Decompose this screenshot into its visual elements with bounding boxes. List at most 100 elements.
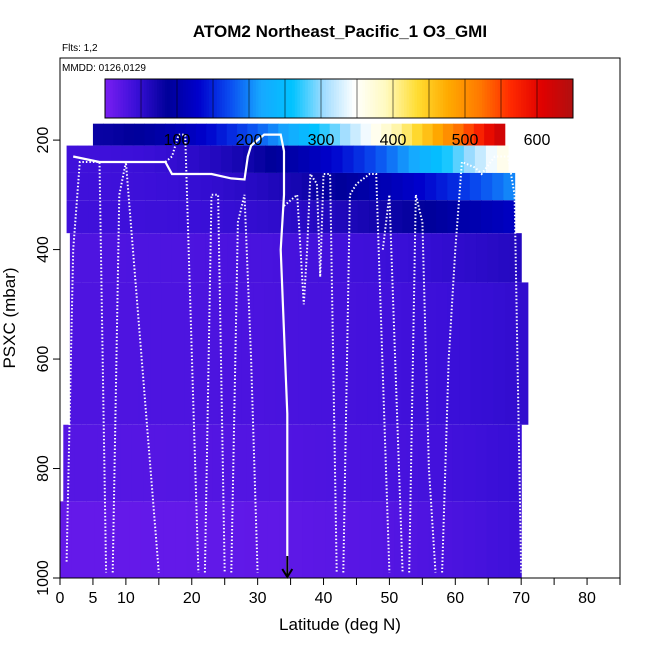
heatmap-cell <box>375 145 388 173</box>
colorbar-segment <box>404 79 408 118</box>
colorbar-segment <box>554 79 558 118</box>
heatmap-cell <box>254 145 266 173</box>
heatmap-cell <box>359 501 372 578</box>
colorbar-segment <box>185 79 189 118</box>
heatmap-cell <box>154 424 167 502</box>
colorbar-segment <box>255 79 259 118</box>
heatmap-cell <box>66 200 79 234</box>
colorbar-segment <box>339 79 343 118</box>
colorbar-segment <box>151 79 155 118</box>
colorbar-segment <box>372 79 376 118</box>
heatmap-cell <box>329 123 341 146</box>
heatmap-cell <box>509 424 522 502</box>
colorbar-segment <box>375 79 379 118</box>
colorbar-segment <box>370 79 374 118</box>
colorbar-segment <box>422 79 426 118</box>
x-tick-label: 0 <box>56 590 65 607</box>
colorbar-segment <box>409 79 413 118</box>
heatmap-cell <box>243 145 255 173</box>
colorbar-segment <box>466 79 470 118</box>
heatmap-cell <box>120 424 133 502</box>
heatmap-cell <box>250 233 263 283</box>
colorbar-segment <box>521 79 525 118</box>
heatmap-cell <box>113 123 125 146</box>
heatmap-cell <box>253 282 266 425</box>
heatmap-cell <box>177 424 190 502</box>
heatmap-cell <box>429 424 442 502</box>
colorbar-segment <box>456 79 460 118</box>
x-tick-label: 5 <box>88 590 97 607</box>
heatmap-cell <box>176 145 189 173</box>
heatmap-cell <box>442 123 454 146</box>
heatmap-cell <box>436 200 448 234</box>
colorbar-segment <box>164 79 168 118</box>
colorbar-segment <box>508 79 512 118</box>
heatmap-cell <box>380 200 392 234</box>
x-tick-label: 30 <box>249 590 267 607</box>
heatmap-cell <box>418 424 431 502</box>
heatmap-cell <box>374 233 387 283</box>
colorbar-segment <box>292 79 296 118</box>
colorbar-segment <box>541 79 545 118</box>
colorbar-segment <box>383 79 387 118</box>
heatmap-cell <box>469 172 482 201</box>
heatmap-cell <box>275 282 288 425</box>
heatmap-cell <box>391 123 403 146</box>
colorbar-segment <box>560 79 564 118</box>
colorbar-segment <box>326 79 330 118</box>
x-tick-label: 10 <box>117 590 135 607</box>
heatmap-cell <box>498 501 511 578</box>
heatmap-cell <box>83 501 96 578</box>
heatmap-cell <box>264 282 277 425</box>
colorbar-segment <box>565 79 569 118</box>
colorbar-frame <box>104 78 574 119</box>
heatmap-cell <box>401 282 414 425</box>
heatmap-cell <box>234 172 247 201</box>
heatmap-cell <box>288 123 300 146</box>
heatmap-cell <box>395 424 408 502</box>
colorbar-segment <box>180 79 184 118</box>
colorbar-segment <box>235 79 239 118</box>
heatmap-cell <box>408 233 421 283</box>
heatmap-cell <box>195 123 207 146</box>
heatmap-cell <box>321 282 334 425</box>
heatmap-cell <box>397 145 410 173</box>
colorbar-tick-label: 400 <box>380 132 407 149</box>
heatmap-cell <box>99 145 112 173</box>
heatmap-cell <box>382 501 395 578</box>
heatmap-cell <box>325 501 338 578</box>
colorbar-segment <box>349 79 353 118</box>
heatmap-cell <box>256 200 269 234</box>
heatmap-cell <box>312 172 325 201</box>
colorbar-segment <box>107 79 111 118</box>
colorbar-segment <box>513 79 517 118</box>
colorbar-segment <box>505 79 509 118</box>
heatmap-cell <box>88 145 101 173</box>
heatmap-cell <box>256 172 269 201</box>
heatmap-cell <box>363 233 376 283</box>
colorbar-segment <box>567 79 571 118</box>
heatmap-cell <box>302 501 315 578</box>
heatmap-cell <box>351 233 364 283</box>
x-tick-label: 40 <box>315 590 333 607</box>
colorbar-segment <box>346 79 350 118</box>
colorbar-segment <box>146 79 150 118</box>
colorbar-segment <box>344 79 348 118</box>
heatmap-cell <box>346 172 359 201</box>
heatmap-cell <box>269 424 282 502</box>
heatmap-cell <box>417 501 430 578</box>
colorbar-segment <box>315 79 319 118</box>
heatmap-cell <box>484 123 496 146</box>
colorbar-segment <box>258 79 262 118</box>
heatmap-cell <box>318 233 330 283</box>
colorbar-tick-label: 100 <box>164 132 191 149</box>
heatmap-cell <box>172 282 185 425</box>
heatmap-cell <box>292 424 305 502</box>
colorbar-segment <box>489 79 493 118</box>
heatmap-cell <box>380 172 392 201</box>
colorbar-segment <box>216 79 220 118</box>
flight-tracks <box>65 133 523 578</box>
heatmap-cell <box>326 424 339 502</box>
colorbar-segment <box>222 79 226 118</box>
colorbar-segment <box>333 79 337 118</box>
